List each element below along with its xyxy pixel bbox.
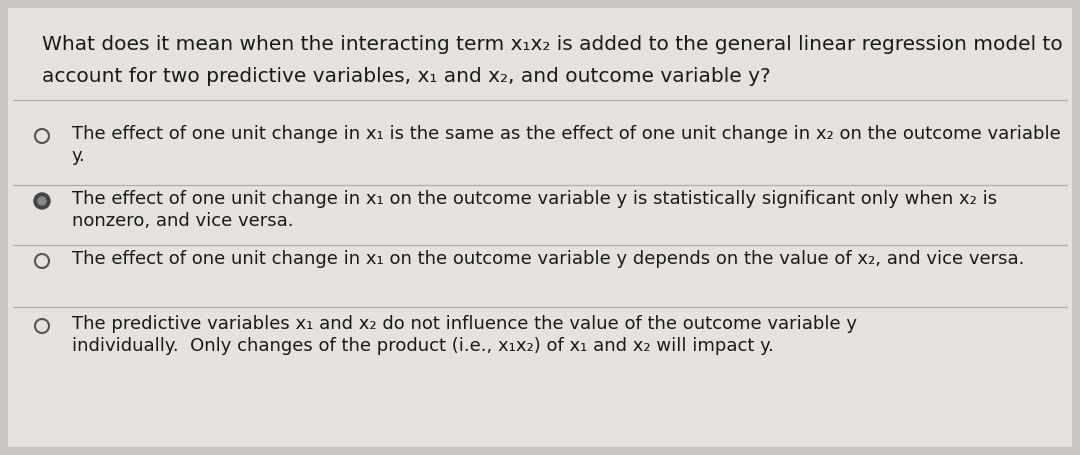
Text: The effect of one unit change in x₁ is the same as the effect of one unit change: The effect of one unit change in x₁ is t… [72, 125, 1061, 143]
Text: What does it mean when the interacting term x₁x₂ is added to the general linear : What does it mean when the interacting t… [42, 35, 1063, 54]
Circle shape [38, 197, 46, 205]
FancyBboxPatch shape [8, 8, 1072, 447]
Text: The effect of one unit change in x₁ on the outcome variable y is statistically s: The effect of one unit change in x₁ on t… [72, 190, 997, 208]
Text: nonzero, and vice versa.: nonzero, and vice versa. [72, 212, 294, 230]
Circle shape [33, 193, 50, 209]
Text: The effect of one unit change in x₁ on the outcome variable y depends on the val: The effect of one unit change in x₁ on t… [72, 250, 1024, 268]
Text: individually.  Only changes of the product (i.e., x₁x₂) of x₁ and x₂ will impact: individually. Only changes of the produc… [72, 337, 774, 355]
Text: account for two predictive variables, x₁ and x₂, and outcome variable y?: account for two predictive variables, x₁… [42, 67, 771, 86]
Text: y.: y. [72, 147, 85, 165]
Text: The predictive variables x₁ and x₂ do not influence the value of the outcome var: The predictive variables x₁ and x₂ do no… [72, 315, 858, 333]
